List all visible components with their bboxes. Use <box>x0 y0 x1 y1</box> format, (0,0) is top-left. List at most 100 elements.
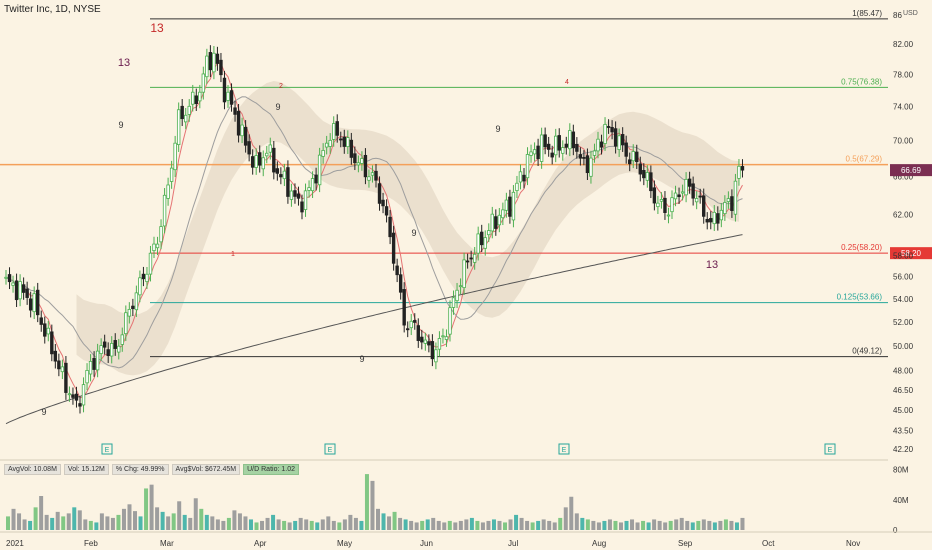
y-tick-label: 45.00 <box>893 406 914 415</box>
volume-bar <box>602 521 606 530</box>
candle <box>734 174 737 222</box>
candle <box>36 283 39 322</box>
candle-body <box>688 179 691 186</box>
volume-bar <box>238 513 242 530</box>
volume-bar <box>613 521 617 530</box>
candle-body <box>396 266 399 275</box>
td-count-marker: 1 <box>231 251 235 258</box>
volume-bar <box>696 521 700 530</box>
volume-bar <box>569 497 573 530</box>
volume-bar <box>78 510 82 530</box>
volume-bar <box>288 522 292 530</box>
candle <box>15 274 18 307</box>
candle-body <box>484 238 487 249</box>
candle-body <box>635 152 638 162</box>
earnings-label: E <box>828 447 833 454</box>
candle-body <box>114 340 117 348</box>
candle-body <box>470 258 473 259</box>
volume-bar <box>387 516 391 530</box>
volume-bar <box>12 509 16 530</box>
candle-body <box>410 321 413 327</box>
candle-body <box>297 194 300 198</box>
volume-bar <box>470 518 474 530</box>
stat-avgdvol: Avg$Vol: $672.45M <box>172 464 241 475</box>
candle <box>304 184 307 217</box>
candle-body <box>526 154 529 177</box>
candle <box>206 49 209 84</box>
candle-body <box>491 214 494 231</box>
y-tick-label: 78.00 <box>893 71 914 80</box>
x-tick-label: Feb <box>84 539 98 548</box>
volume-bar <box>575 513 579 530</box>
volume-bar <box>641 521 645 530</box>
candle <box>142 267 145 286</box>
candle-body <box>399 275 402 292</box>
volume-bar <box>503 522 507 530</box>
candle-body <box>93 358 96 369</box>
candle <box>741 159 744 177</box>
candle-body <box>667 215 670 216</box>
candle <box>40 311 43 332</box>
candle-body <box>322 150 325 156</box>
candle-body <box>325 143 328 147</box>
earnings-marker: E <box>325 444 335 454</box>
fib-label-0.25: 0.25(58.20) <box>841 243 882 252</box>
volume-bar <box>172 513 176 530</box>
candle-body <box>547 144 550 149</box>
candle-body <box>717 214 720 224</box>
volume-bar <box>260 521 264 530</box>
candle <box>396 259 399 282</box>
candle-body <box>364 155 367 176</box>
candle <box>146 267 149 289</box>
candle-body <box>621 134 624 144</box>
volume-bar <box>625 521 629 530</box>
volume-bar <box>67 513 71 530</box>
candle-body <box>438 338 441 349</box>
candle-body <box>146 274 149 281</box>
td-count-marker: 9 <box>275 102 280 112</box>
candle-body <box>290 191 293 199</box>
candle-body <box>103 342 106 347</box>
candle-body <box>58 361 61 369</box>
candle-body <box>699 196 702 197</box>
candle-body <box>579 155 582 159</box>
candle-body <box>107 350 110 356</box>
td-count-marker: 13 <box>706 259 718 271</box>
volume-bar <box>232 510 236 530</box>
candle-body <box>132 306 135 309</box>
td-count-marker: 4 <box>565 79 569 86</box>
candle-body <box>79 404 82 407</box>
candle-body <box>421 337 424 342</box>
volume-bar <box>221 521 225 530</box>
candle-body <box>604 124 607 143</box>
candle <box>75 387 78 408</box>
y-tick-label: 52.00 <box>893 318 914 327</box>
volume-bar <box>94 522 98 530</box>
candle-body <box>223 78 226 102</box>
candle-body <box>685 179 688 194</box>
stat-avgvol: AvgVol: 10.08M <box>4 464 61 475</box>
candle <box>530 145 533 163</box>
candle <box>657 196 660 214</box>
y-tick-label: 48.00 <box>893 367 914 376</box>
volume-bar <box>486 521 490 530</box>
volume-bar <box>630 519 634 530</box>
volume-bar <box>608 519 612 530</box>
candle-body <box>51 332 54 354</box>
candle-body <box>125 313 128 334</box>
candle-body <box>354 154 357 163</box>
candle-body <box>561 148 564 154</box>
fib-label-0.5: 0.5(67.29) <box>846 155 883 164</box>
earnings-marker: E <box>102 444 112 454</box>
volume-bar <box>348 515 352 530</box>
x-tick-label: Aug <box>592 539 606 548</box>
volume-tick-label: 80M <box>893 466 909 475</box>
candle <box>519 165 522 190</box>
candle <box>12 276 15 293</box>
candle <box>177 102 180 152</box>
candle-body <box>258 153 261 166</box>
candle-body <box>220 60 223 74</box>
volume-bar <box>277 519 281 530</box>
candle-body <box>403 289 406 325</box>
